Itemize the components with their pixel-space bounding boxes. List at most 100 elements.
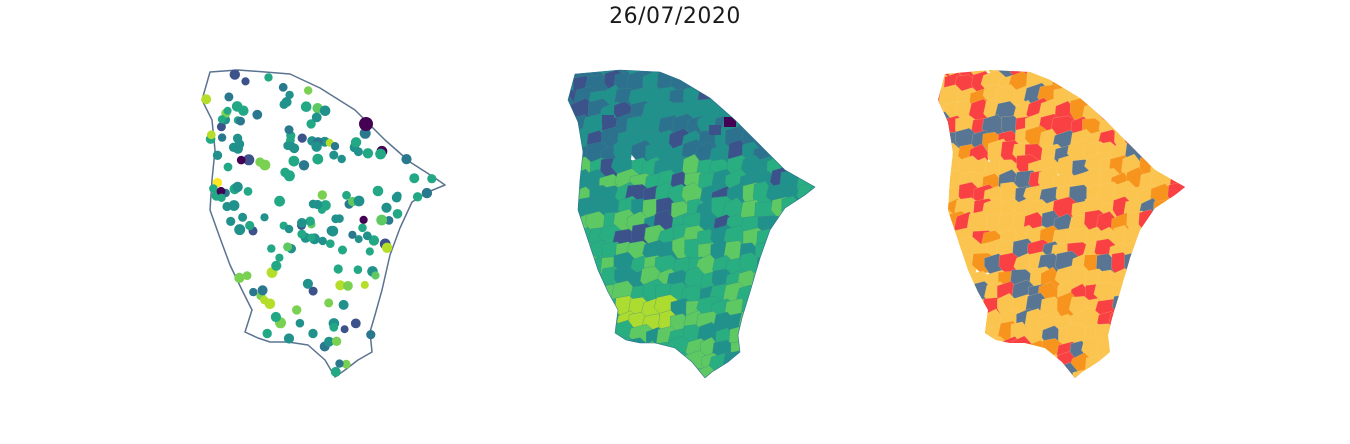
map-region <box>1195 73 1200 100</box>
map-region <box>1178 349 1185 372</box>
station-point <box>376 214 388 226</box>
station-point <box>330 142 340 151</box>
station-point <box>243 154 255 166</box>
map-region <box>1151 321 1178 345</box>
map-region <box>796 182 815 206</box>
map-region <box>1177 324 1185 349</box>
map-region <box>823 62 830 85</box>
map-region <box>1155 368 1176 378</box>
map-region <box>1138 209 1159 233</box>
map-region <box>709 125 721 135</box>
station-point <box>222 201 232 212</box>
map-region <box>942 336 968 364</box>
map-region <box>938 240 949 265</box>
map-region <box>1166 254 1185 278</box>
station-point <box>304 86 313 95</box>
map-region <box>1138 266 1160 293</box>
map-region <box>568 269 582 296</box>
map-region <box>1197 268 1200 296</box>
map-region <box>825 269 830 296</box>
map-region <box>1164 267 1185 291</box>
station-point <box>308 328 318 339</box>
map-region <box>1180 157 1185 183</box>
map-region <box>1163 158 1185 180</box>
map-region <box>1149 70 1177 78</box>
map-region <box>1168 243 1185 268</box>
classified-choropleth-map-svg <box>938 61 1200 378</box>
map-region <box>768 281 794 305</box>
map-region <box>754 72 777 96</box>
map-region <box>981 367 1011 378</box>
map-region <box>1026 355 1054 376</box>
station-point <box>319 105 331 117</box>
map-region <box>938 323 951 353</box>
station-point <box>223 162 233 172</box>
station-point <box>362 148 374 159</box>
map-region <box>938 131 953 161</box>
map-region <box>725 70 748 89</box>
station-point <box>324 336 334 347</box>
map-region <box>825 243 830 269</box>
map-region <box>569 271 591 297</box>
map-region <box>1113 324 1133 351</box>
map-region <box>938 295 961 319</box>
station-point <box>252 109 263 120</box>
map-region <box>955 282 976 307</box>
station-point <box>297 218 307 228</box>
map-region <box>766 115 793 142</box>
map-region <box>568 222 583 249</box>
map-region <box>568 241 582 269</box>
map-region <box>827 327 830 351</box>
map-region <box>823 352 830 377</box>
map-region <box>984 350 1005 376</box>
map-region <box>1112 86 1134 117</box>
map-region <box>1113 102 1136 125</box>
map-region <box>1095 368 1123 378</box>
station-point <box>340 325 349 334</box>
station-point <box>335 280 346 291</box>
map-region <box>1194 61 1200 83</box>
map-region <box>1108 70 1133 83</box>
map-region <box>1167 338 1185 362</box>
map-region <box>1149 126 1172 153</box>
map-region <box>811 154 815 179</box>
map-region <box>795 338 815 366</box>
station-point <box>275 253 284 262</box>
map-region <box>602 352 628 378</box>
station-point <box>353 265 363 274</box>
station-point <box>392 209 403 219</box>
station-point <box>421 187 433 199</box>
station-point <box>270 311 281 323</box>
map-region <box>957 292 980 320</box>
map-region <box>938 155 954 182</box>
map-region <box>642 365 665 378</box>
map-region <box>796 208 815 235</box>
map-region <box>1126 279 1154 304</box>
map-region <box>628 378 649 380</box>
map-region <box>1042 364 1066 378</box>
station-point <box>297 133 307 143</box>
map-region <box>1162 70 1185 99</box>
station-points-map-svg <box>201 69 446 378</box>
map-region <box>810 227 815 251</box>
map-region <box>783 239 812 269</box>
map-region <box>586 337 608 367</box>
station-point <box>274 195 285 207</box>
map-region <box>568 336 584 367</box>
map-region <box>1165 364 1185 378</box>
map-region <box>1125 70 1151 86</box>
map-region <box>653 366 681 378</box>
map-region <box>938 364 953 378</box>
map-region <box>744 321 765 348</box>
map-region <box>944 323 968 351</box>
map-region <box>1108 310 1133 338</box>
station-point <box>372 185 384 197</box>
map-region <box>765 295 794 319</box>
station-points-map <box>190 60 460 380</box>
map-region <box>1163 281 1185 309</box>
map-region <box>1150 268 1172 288</box>
station-point <box>238 105 249 116</box>
map-region <box>822 283 831 309</box>
station-point <box>331 214 341 224</box>
map-region <box>938 195 948 221</box>
